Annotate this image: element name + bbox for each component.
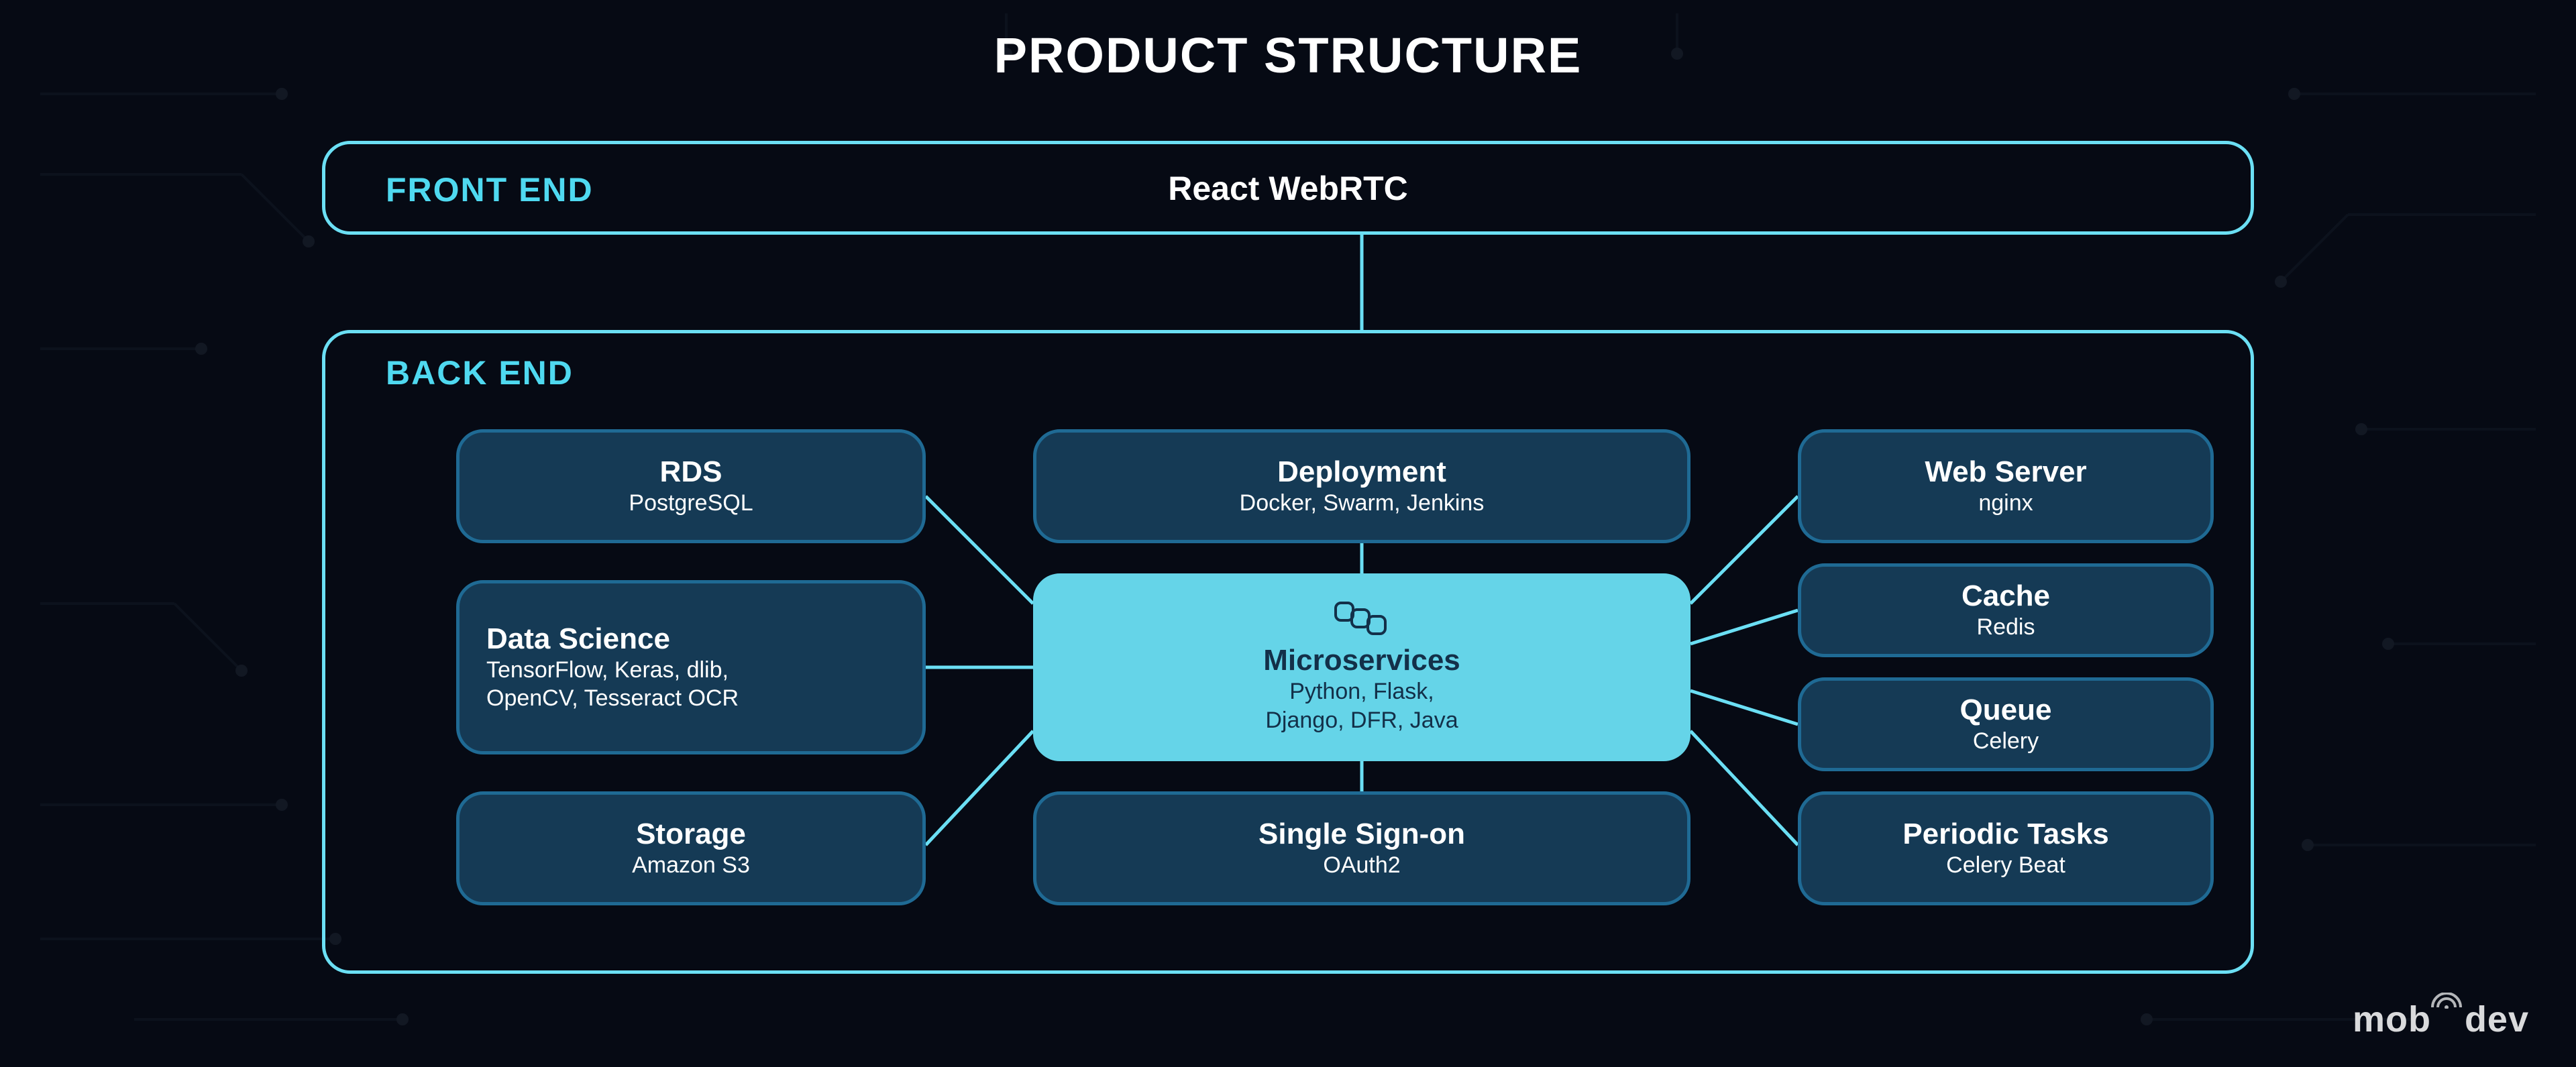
backend-label: BACK END: [386, 353, 574, 392]
node-ptasks-sub: Celery Beat: [1946, 851, 2065, 880]
node-cache: CacheRedis: [1798, 563, 2214, 657]
node-micro: MicroservicesPython, Flask,Django, DFR, …: [1033, 573, 1690, 761]
logo-prefix: mob: [2353, 999, 2431, 1040]
node-deploy-sub: Docker, Swarm, Jenkins: [1240, 489, 1485, 518]
node-deploy: DeploymentDocker, Swarm, Jenkins: [1033, 429, 1690, 543]
frontend-backend-connector: [1358, 235, 1365, 330]
node-sso: Single Sign-onOAuth2: [1033, 791, 1690, 905]
logo-suffix: dev: [2465, 999, 2529, 1040]
node-datasci-title: Data Science: [486, 622, 670, 656]
node-storage-sub: Amazon S3: [632, 851, 750, 880]
chain-icon: [1332, 600, 1392, 640]
node-web: Web Servernginx: [1798, 429, 2214, 543]
mobidev-logo: mobdev: [2353, 999, 2529, 1040]
node-storage-title: Storage: [636, 818, 746, 851]
node-queue-sub: Celery: [1973, 727, 2039, 756]
frontend-section: FRONT END React WebRTC: [322, 141, 2254, 235]
node-storage: StorageAmazon S3: [456, 791, 926, 905]
node-cache-title: Cache: [1962, 579, 2050, 613]
node-queue: QueueCelery: [1798, 677, 2214, 771]
node-sso-sub: OAuth2: [1323, 851, 1400, 880]
node-datasci-sub: TensorFlow, Keras, dlib,OpenCV, Tesserac…: [486, 656, 739, 713]
page-title: PRODUCT STRUCTURE: [0, 27, 2576, 84]
node-datasci: Data ScienceTensorFlow, Keras, dlib,Open…: [456, 580, 926, 754]
node-micro-sub: Python, Flask,Django, DFR, Java: [1265, 677, 1458, 734]
node-cache-sub: Redis: [1977, 613, 2035, 642]
node-micro-title: Microservices: [1263, 644, 1460, 677]
node-rds: RDSPostgreSQL: [456, 429, 926, 543]
node-sso-title: Single Sign-on: [1258, 818, 1465, 851]
node-queue-title: Queue: [1960, 693, 2052, 727]
node-ptasks: Periodic TasksCelery Beat: [1798, 791, 2214, 905]
logo-arc-icon: [2430, 976, 2463, 992]
node-rds-title: RDS: [660, 455, 722, 489]
node-rds-sub: PostgreSQL: [629, 489, 753, 518]
node-web-title: Web Server: [1925, 455, 2086, 489]
node-ptasks-title: Periodic Tasks: [1902, 818, 2108, 851]
node-web-sub: nginx: [1978, 489, 2033, 518]
node-deploy-title: Deployment: [1277, 455, 1446, 489]
frontend-content: React WebRTC: [325, 169, 2251, 208]
